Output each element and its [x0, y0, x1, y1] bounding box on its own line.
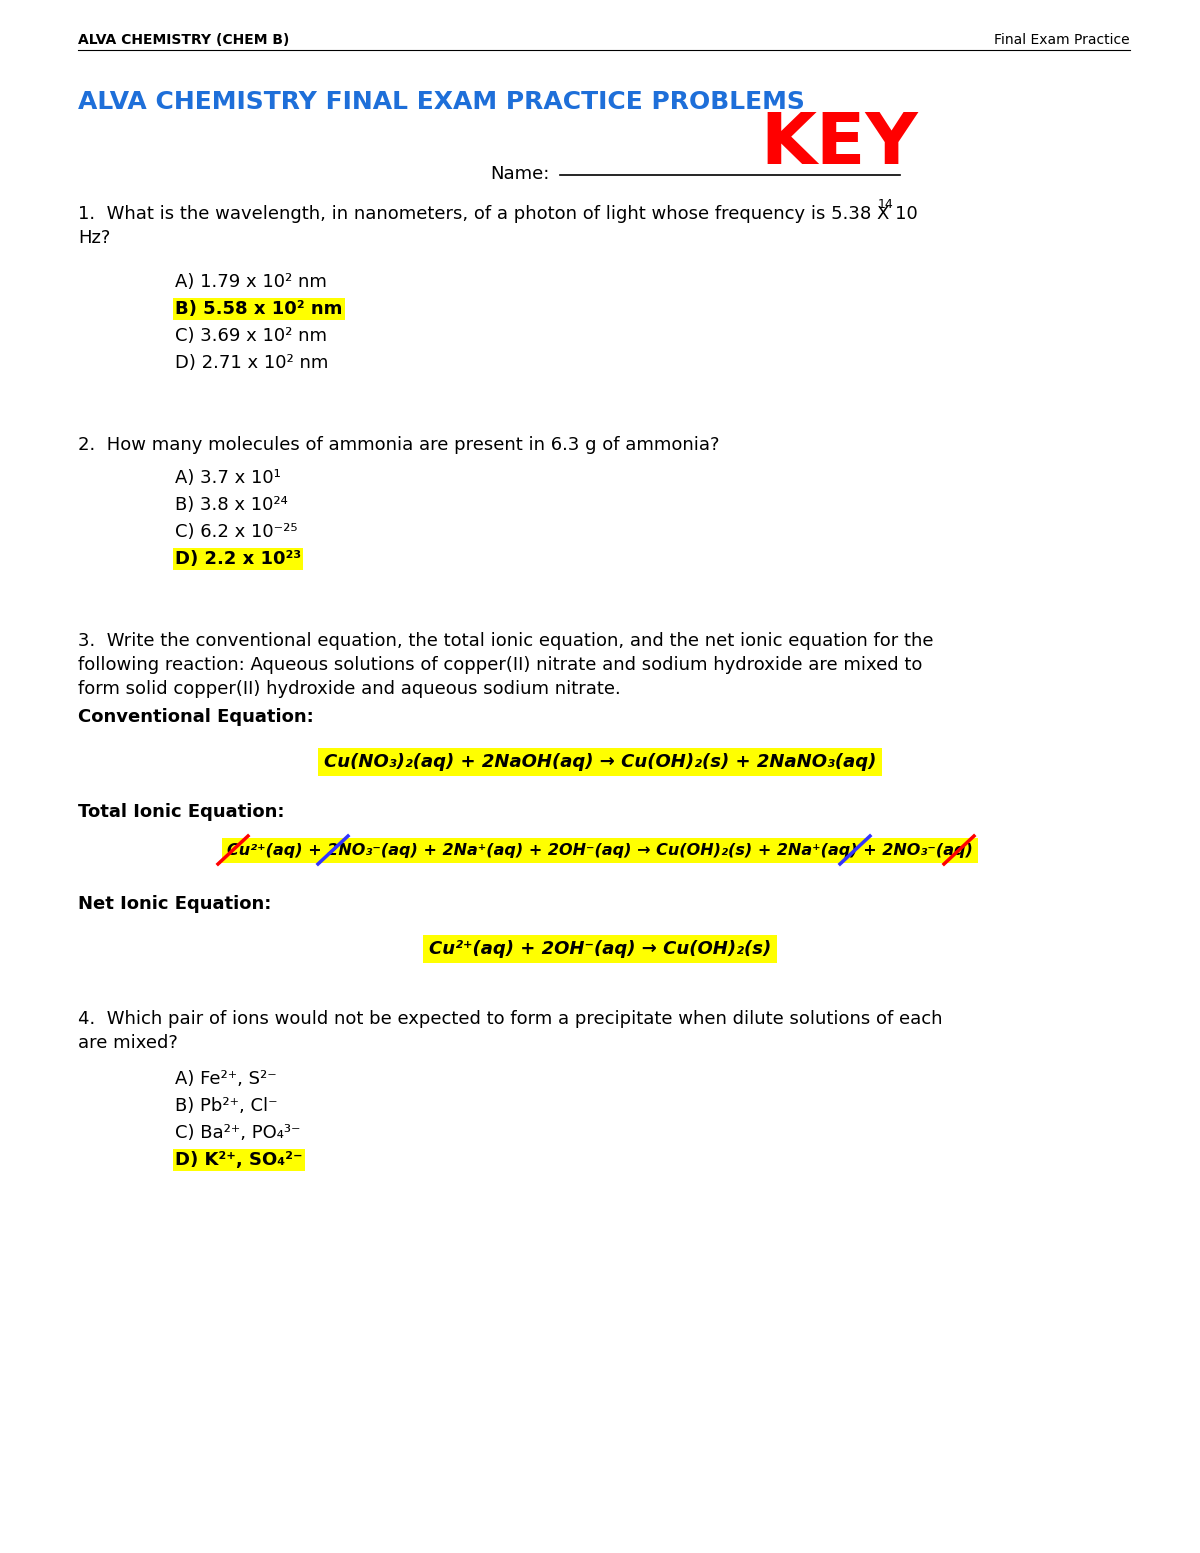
Text: Cu²⁺(aq) + 2OH⁻(aq) → Cu(OH)₂(s): Cu²⁺(aq) + 2OH⁻(aq) → Cu(OH)₂(s) — [428, 940, 772, 958]
Text: Cu(NO₃)₂(aq) + 2NaOH(aq) → Cu(OH)₂(s) + 2NaNO₃(aq): Cu(NO₃)₂(aq) + 2NaOH(aq) → Cu(OH)₂(s) + … — [324, 753, 876, 770]
Text: D) 2.71 x 10² nm: D) 2.71 x 10² nm — [175, 354, 329, 373]
Text: B) 5.58 x 10² nm: B) 5.58 x 10² nm — [175, 300, 342, 318]
Text: 4.  Which pair of ions would not be expected to form a precipitate when dilute s: 4. Which pair of ions would not be expec… — [78, 1009, 942, 1028]
Text: B) Pb²⁺, Cl⁻: B) Pb²⁺, Cl⁻ — [175, 1096, 277, 1115]
Text: 3.  Write the conventional equation, the total ionic equation, and the net ionic: 3. Write the conventional equation, the … — [78, 632, 934, 651]
Text: C) 3.69 x 10² nm: C) 3.69 x 10² nm — [175, 328, 326, 345]
Text: C) 6.2 x 10⁻²⁵: C) 6.2 x 10⁻²⁵ — [175, 523, 298, 540]
Text: following reaction: Aqueous solutions of copper(II) nitrate and sodium hydroxide: following reaction: Aqueous solutions of… — [78, 655, 923, 674]
Text: form solid copper(II) hydroxide and aqueous sodium nitrate.: form solid copper(II) hydroxide and aque… — [78, 680, 620, 697]
Text: D) 2.2 x 10²³: D) 2.2 x 10²³ — [175, 550, 301, 568]
Text: A) Fe²⁺, S²⁻: A) Fe²⁺, S²⁻ — [175, 1070, 277, 1089]
Text: C) Ba²⁺, PO₄³⁻: C) Ba²⁺, PO₄³⁻ — [175, 1124, 300, 1141]
Text: A) 3.7 x 10¹: A) 3.7 x 10¹ — [175, 469, 281, 488]
Text: Total Ionic Equation:: Total Ionic Equation: — [78, 803, 284, 822]
Text: A) 1.79 x 10² nm: A) 1.79 x 10² nm — [175, 273, 326, 290]
Text: 1.  What is the wavelength, in nanometers, of a photon of light whose frequency : 1. What is the wavelength, in nanometers… — [78, 205, 918, 224]
Text: 2.  How many molecules of ammonia are present in 6.3 g of ammonia?: 2. How many molecules of ammonia are pre… — [78, 436, 720, 453]
Text: ALVA CHEMISTRY (CHEM B): ALVA CHEMISTRY (CHEM B) — [78, 33, 289, 47]
Text: Cu²⁺(aq) + 2NO₃⁻(aq) + 2Na⁺(aq) + 2OH⁻(aq) → Cu(OH)₂(s) + 2Na⁺(aq) + 2NO₃⁻(aq): Cu²⁺(aq) + 2NO₃⁻(aq) + 2Na⁺(aq) + 2OH⁻(a… — [227, 843, 973, 857]
Text: Conventional Equation:: Conventional Equation: — [78, 708, 313, 725]
Text: ALVA CHEMISTRY FINAL EXAM PRACTICE PROBLEMS: ALVA CHEMISTRY FINAL EXAM PRACTICE PROBL… — [78, 90, 805, 113]
Text: D) K²⁺, SO₄²⁻: D) K²⁺, SO₄²⁻ — [175, 1151, 302, 1169]
Text: B) 3.8 x 10²⁴: B) 3.8 x 10²⁴ — [175, 495, 288, 514]
Text: are mixed?: are mixed? — [78, 1034, 178, 1051]
Text: KEY: KEY — [760, 110, 918, 179]
Text: Name:: Name: — [490, 165, 550, 183]
Text: 14: 14 — [878, 197, 894, 211]
Text: Final Exam Practice: Final Exam Practice — [995, 33, 1130, 47]
Text: Hz?: Hz? — [78, 228, 110, 247]
Text: Net Ionic Equation:: Net Ionic Equation: — [78, 895, 271, 913]
